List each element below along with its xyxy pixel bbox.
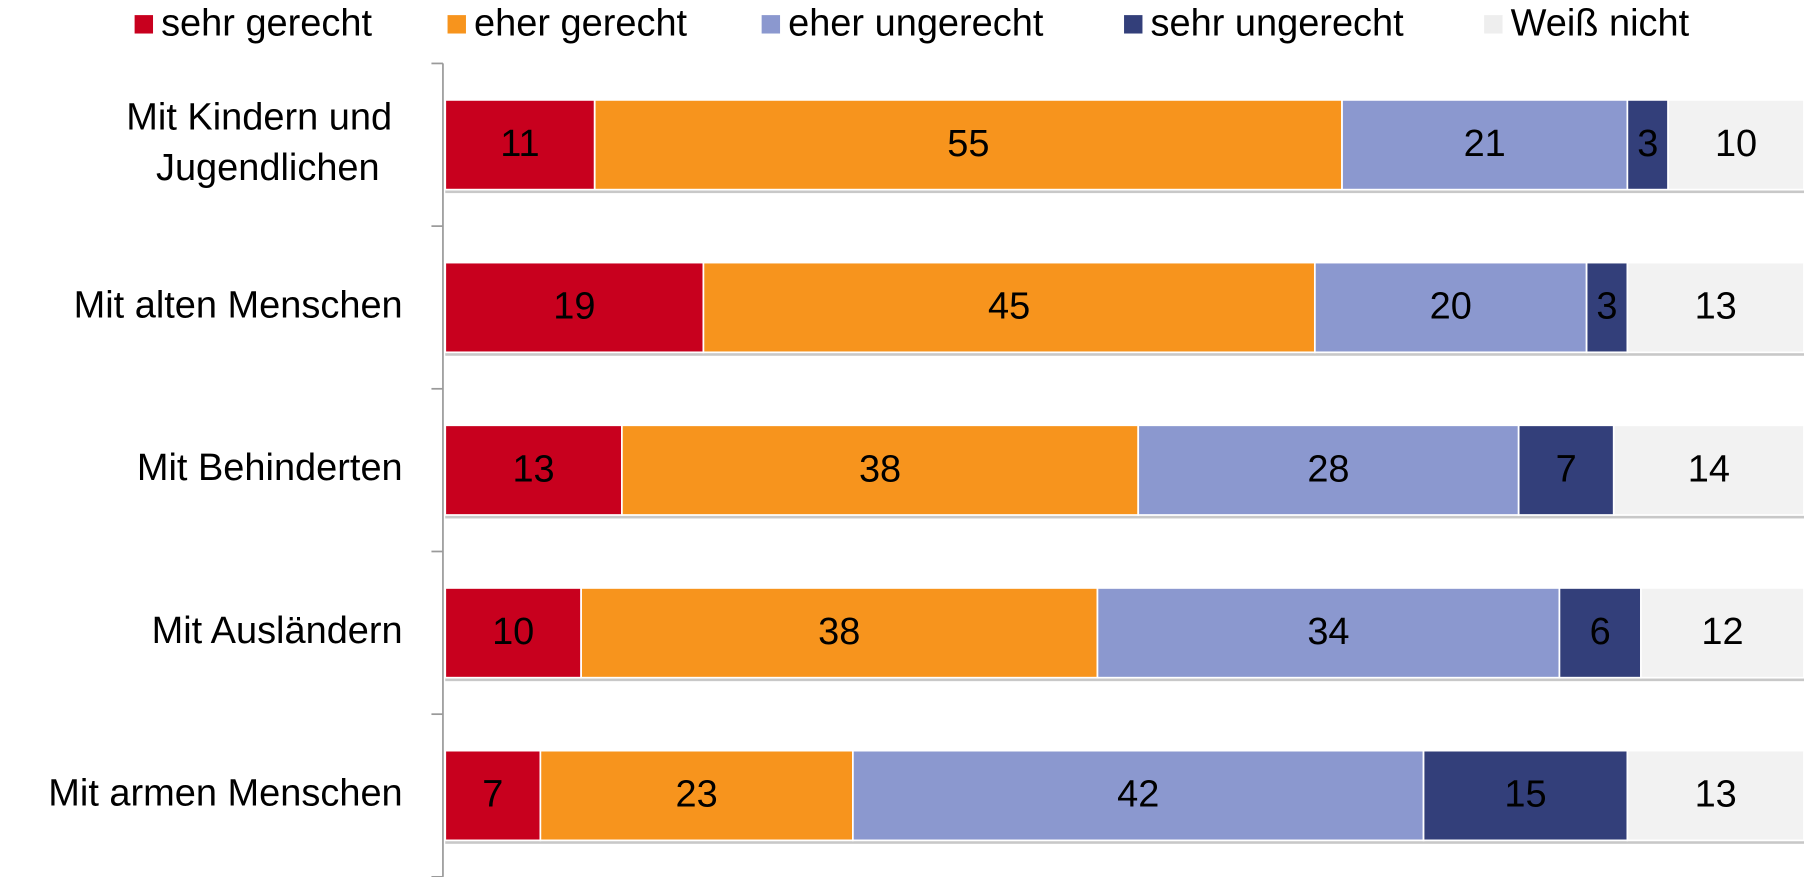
bar-segment — [1422, 749, 1629, 842]
bar-segment — [580, 587, 1099, 679]
value-label: 14 — [1688, 448, 1730, 490]
value-label: 20 — [1430, 286, 1472, 328]
bar-segment — [1313, 261, 1588, 354]
bar-segment — [1667, 99, 1804, 191]
legend-label: eher ungerecht — [788, 2, 1044, 44]
value-label: 7 — [1556, 448, 1577, 490]
category-label: Mit alten Menschen — [74, 284, 403, 326]
legend-swatch — [134, 15, 154, 34]
category-label: Mit Kindern und Jugendlichen — [126, 96, 402, 189]
bar-segment — [1096, 587, 1561, 679]
value-label: 19 — [553, 286, 595, 328]
bar-segment — [593, 99, 1343, 191]
bar-segment — [539, 749, 854, 842]
bar-segment — [1558, 587, 1642, 679]
bar-segment — [1626, 99, 1669, 191]
value-label: 11 — [500, 123, 539, 165]
legend-label: sehr gerecht — [161, 2, 372, 44]
value-label: 3 — [1596, 286, 1617, 328]
legend-label: sehr ungerecht — [1151, 2, 1405, 44]
legend-swatch — [761, 15, 781, 34]
value-label: 38 — [859, 448, 901, 490]
bar-segment — [444, 587, 582, 679]
value-label: 34 — [1307, 611, 1349, 653]
value-label: 10 — [1715, 123, 1757, 165]
legend-swatch — [1484, 15, 1503, 34]
value-label: 13 — [1695, 774, 1737, 816]
category-label: Mit Ausländern — [152, 610, 403, 652]
value-label: 23 — [676, 774, 718, 816]
legend-swatch — [1124, 15, 1143, 34]
category-label: Mit Behinderten — [137, 447, 403, 489]
legend-swatch — [447, 15, 466, 34]
bar-segment — [1612, 424, 1804, 516]
value-label: 42 — [1117, 774, 1159, 816]
bar-segment — [852, 749, 1425, 842]
value-label: 3 — [1637, 123, 1658, 165]
legend-label: Weiß nicht — [1511, 2, 1690, 44]
value-label: 21 — [1464, 123, 1506, 165]
value-label: 13 — [512, 448, 554, 490]
bar-segment — [1626, 261, 1804, 354]
value-label: 45 — [988, 286, 1030, 328]
value-label: 28 — [1307, 448, 1349, 490]
bar-segment — [1517, 424, 1615, 516]
value-label: 15 — [1504, 774, 1546, 816]
category-label: Mit armen Menschen — [48, 773, 402, 815]
bar-segment — [1626, 749, 1804, 842]
legend-label: eher gerecht — [474, 2, 688, 44]
bar-segment — [444, 424, 623, 516]
bar-segment — [702, 261, 1316, 354]
bar-segment — [1640, 587, 1804, 679]
bar-segment — [444, 749, 542, 842]
value-label: 13 — [1695, 286, 1737, 328]
value-label: 55 — [947, 123, 989, 165]
value-label: 6 — [1590, 611, 1611, 653]
value-label: 10 — [492, 611, 534, 653]
value-label: 38 — [818, 611, 860, 653]
bar-segment — [621, 424, 1140, 516]
bar-segment — [1137, 424, 1520, 516]
bar-segment — [1585, 261, 1629, 354]
bar-segment — [1341, 99, 1629, 191]
value-label: 7 — [482, 774, 503, 816]
value-label: 12 — [1701, 611, 1743, 653]
